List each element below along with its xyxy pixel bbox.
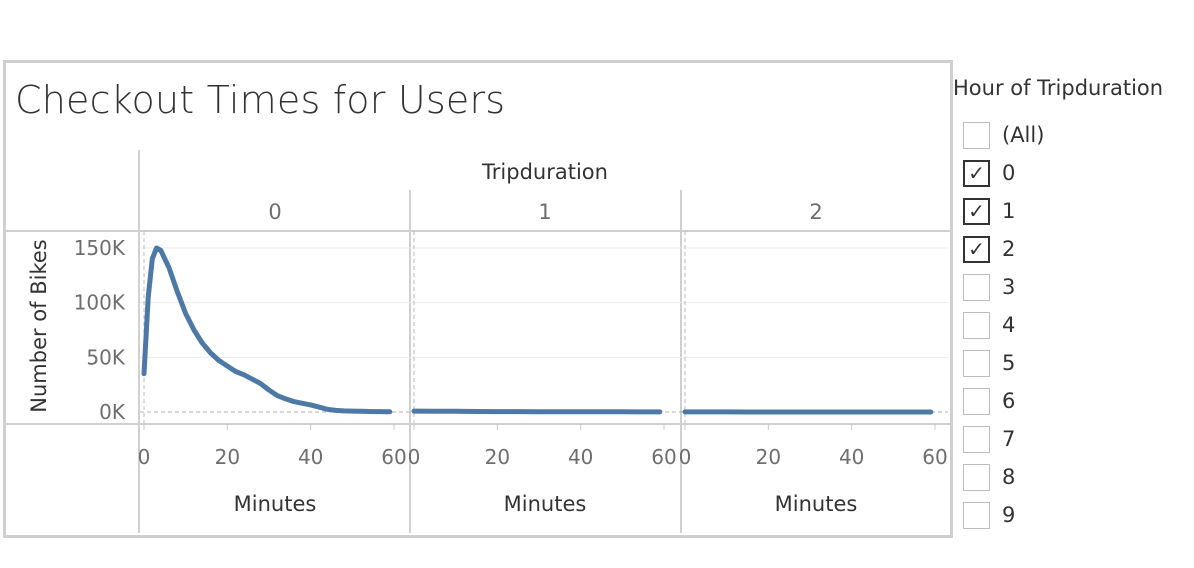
- x-axis-label: Minutes: [234, 492, 317, 516]
- filter-checkbox[interactable]: [963, 121, 990, 149]
- pane-header-label: 1: [538, 200, 551, 224]
- series-line: [411, 408, 663, 415]
- x-tick-label: 60: [651, 445, 676, 469]
- filter-item[interactable]: (All): [963, 116, 1044, 154]
- x-tick-label: 20: [756, 445, 781, 469]
- filter-item[interactable]: 8: [963, 458, 1044, 496]
- filter-item[interactable]: 4: [963, 306, 1044, 344]
- checkmark-icon: ✓: [968, 237, 985, 261]
- x-tick-label: 60: [381, 445, 406, 469]
- y-tick-label: 150K: [74, 236, 126, 260]
- filter-item[interactable]: 9: [963, 496, 1044, 534]
- x-tick-label: 0: [138, 445, 151, 469]
- filter-item[interactable]: 6: [963, 382, 1044, 420]
- filter-item[interactable]: ✓ 2: [963, 230, 1044, 268]
- filter-list: (All) ✓ 0 ✓ 1 ✓ 2 3 4 5 6 7 8 9: [963, 116, 1044, 534]
- column-header-label: Tripduration: [481, 160, 608, 184]
- y-tick-label: 50K: [86, 345, 125, 369]
- filter-checkbox[interactable]: [963, 425, 990, 453]
- filter-checkbox[interactable]: ✓: [963, 159, 990, 187]
- y-axis-label: Number of Bikes: [27, 239, 51, 412]
- filter-checkbox[interactable]: [963, 311, 990, 339]
- filter-item-label: 3: [1002, 275, 1016, 299]
- x-tick-label: 60: [922, 445, 947, 469]
- checkmark-icon: ✓: [968, 199, 985, 223]
- x-axis-label: Minutes: [504, 492, 587, 516]
- filter-item-label: 7: [1002, 427, 1016, 451]
- x-tick-label: 0: [408, 445, 421, 469]
- checkmark-icon: ✓: [968, 161, 985, 185]
- pane-header-label: 2: [809, 200, 822, 224]
- filter-item[interactable]: 7: [963, 420, 1044, 458]
- filter-item[interactable]: ✓ 1: [963, 192, 1044, 230]
- filter-checkbox[interactable]: [963, 463, 990, 491]
- x-axis-label: Minutes: [775, 492, 858, 516]
- chart-title: Checkout Times for Users: [15, 78, 506, 122]
- filter-item[interactable]: 3: [963, 268, 1044, 306]
- filter-checkbox[interactable]: [963, 273, 990, 301]
- filter-item-label: 0: [1002, 161, 1016, 185]
- x-tick-label: 0: [679, 445, 692, 469]
- y-tick-label: 100K: [74, 291, 126, 315]
- filter-checkbox[interactable]: [963, 501, 990, 529]
- filter-checkbox[interactable]: [963, 387, 990, 415]
- filter-item[interactable]: ✓ 0: [963, 154, 1044, 192]
- x-tick-label: 40: [839, 445, 864, 469]
- filter-item-label: 4: [1002, 313, 1016, 337]
- x-tick-label: 40: [298, 445, 323, 469]
- filter-title: Hour of Tripduration: [953, 76, 1164, 100]
- x-tick-label: 40: [568, 445, 593, 469]
- filter-item-label: 6: [1002, 389, 1016, 413]
- filter-item-label: (All): [1002, 123, 1045, 147]
- x-tick-label: 20: [215, 445, 240, 469]
- filter-checkbox[interactable]: ✓: [963, 235, 990, 263]
- filter-item-label: 2: [1002, 237, 1016, 261]
- pane-header-label: 0: [268, 200, 281, 224]
- series-line: [141, 245, 393, 415]
- filter-item-label: 8: [1002, 465, 1016, 489]
- filter-item-label: 9: [1002, 503, 1016, 527]
- chart-frame: [3, 60, 953, 538]
- y-tick-label: 0K: [99, 400, 126, 424]
- filter-item[interactable]: 5: [963, 344, 1044, 382]
- filter-item-label: 1: [1002, 199, 1016, 223]
- filter-item-label: 5: [1002, 351, 1016, 375]
- x-tick-label: 20: [485, 445, 510, 469]
- filter-checkbox[interactable]: ✓: [963, 197, 990, 225]
- filter-checkbox[interactable]: [963, 349, 990, 377]
